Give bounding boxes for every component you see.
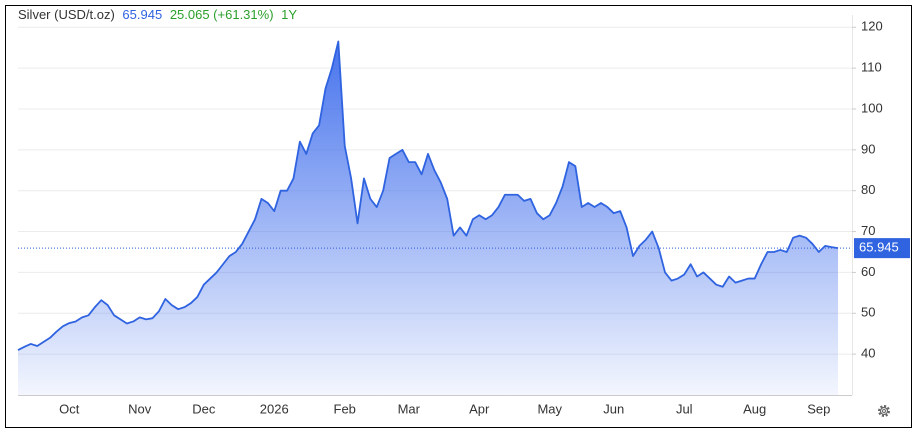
gear-body bbox=[879, 406, 889, 416]
last-price-label: 65.945 bbox=[859, 240, 899, 255]
y-tick-label: 40 bbox=[861, 346, 875, 361]
x-tick-label: Mar bbox=[398, 401, 421, 416]
y-tick-label: 120 bbox=[861, 19, 883, 34]
x-tick-label: Jul bbox=[676, 401, 693, 416]
y-tick-label: 80 bbox=[861, 182, 875, 197]
y-tick-label: 110 bbox=[861, 60, 882, 75]
x-tick-label: Sep bbox=[807, 401, 830, 416]
title: Silver (USD/t.oz) bbox=[18, 7, 115, 22]
gear-hole bbox=[882, 409, 886, 413]
y-tick-label: 90 bbox=[861, 141, 875, 156]
x-tick-label: Dec bbox=[192, 401, 216, 416]
y-tick-label: 100 bbox=[861, 100, 883, 115]
x-tick-label: Feb bbox=[334, 401, 356, 416]
y-tick-label: 60 bbox=[861, 264, 875, 279]
x-tick-label: Apr bbox=[469, 401, 490, 416]
y-tick-label: 50 bbox=[861, 305, 875, 320]
x-tick-label: Jun bbox=[603, 401, 624, 416]
plot bbox=[17, 40, 852, 396]
period[interactable]: 1Y bbox=[281, 7, 297, 22]
x-tick-label: Nov bbox=[128, 401, 152, 416]
area-fill bbox=[18, 41, 838, 396]
x-tick-label: May bbox=[537, 401, 562, 416]
header: Silver (USD/t.oz) 65.945 25.065 (+61.31%… bbox=[18, 7, 297, 22]
x-tick-label: 2026 bbox=[260, 401, 289, 416]
price-line bbox=[17, 40, 839, 351]
x-tick-label: Oct bbox=[59, 401, 80, 416]
change: 25.065 (+61.31%) bbox=[170, 7, 274, 22]
settings-icon[interactable] bbox=[878, 405, 890, 417]
x-tick-label: Aug bbox=[743, 401, 766, 416]
gear-teeth bbox=[878, 405, 890, 417]
y-tick-label: 70 bbox=[861, 223, 875, 238]
last-price-box bbox=[854, 238, 910, 259]
last-price: 65.945 bbox=[122, 7, 162, 22]
